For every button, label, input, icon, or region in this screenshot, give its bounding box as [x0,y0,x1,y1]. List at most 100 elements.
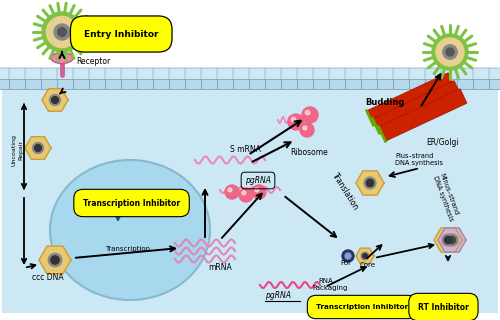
Text: Plus–strand
DNA synthesis: Plus–strand DNA synthesis [395,153,443,166]
Text: Entry Inhibitor: Entry Inhibitor [84,29,158,38]
FancyBboxPatch shape [106,79,122,90]
FancyBboxPatch shape [266,79,282,90]
Circle shape [51,256,59,264]
FancyBboxPatch shape [25,68,43,81]
Circle shape [50,94,60,106]
Circle shape [292,117,296,122]
Text: Translation: Translation [330,172,360,212]
FancyBboxPatch shape [169,68,187,81]
Circle shape [300,123,314,137]
Circle shape [46,16,78,48]
Circle shape [361,252,369,260]
FancyBboxPatch shape [457,68,475,81]
Text: mRNA: mRNA [208,263,232,272]
Circle shape [228,188,232,192]
FancyBboxPatch shape [394,79,410,90]
FancyBboxPatch shape [58,79,74,90]
FancyBboxPatch shape [73,68,91,81]
FancyBboxPatch shape [0,68,11,81]
Polygon shape [372,81,461,133]
Text: Core: Core [360,262,376,268]
FancyBboxPatch shape [329,68,347,81]
Text: Transcription Inhibitor: Transcription Inhibitor [316,304,408,310]
FancyBboxPatch shape [41,68,59,81]
Text: Budding: Budding [365,98,405,107]
Text: Transcription Inhibitor: Transcription Inhibitor [83,198,180,207]
FancyBboxPatch shape [185,68,203,81]
FancyBboxPatch shape [249,68,267,81]
FancyBboxPatch shape [10,79,26,90]
Text: Pol: Pol [340,260,350,266]
Circle shape [446,48,454,56]
FancyBboxPatch shape [362,79,378,90]
FancyBboxPatch shape [281,68,299,81]
FancyBboxPatch shape [474,79,490,90]
Circle shape [52,97,59,103]
Text: Repair: Repair [18,140,24,160]
Text: S mRNA: S mRNA [230,145,261,154]
FancyBboxPatch shape [122,79,138,90]
FancyBboxPatch shape [282,79,298,90]
Polygon shape [39,246,71,274]
Polygon shape [356,171,384,195]
Circle shape [345,253,351,259]
FancyBboxPatch shape [313,68,331,81]
Circle shape [448,236,456,244]
FancyBboxPatch shape [217,68,235,81]
FancyBboxPatch shape [361,68,379,81]
Ellipse shape [51,52,73,63]
FancyBboxPatch shape [137,68,155,81]
Circle shape [48,253,62,267]
Circle shape [444,236,452,244]
Polygon shape [378,89,467,141]
FancyBboxPatch shape [409,68,427,81]
Circle shape [366,180,374,187]
Circle shape [252,185,266,199]
Circle shape [432,34,468,70]
Text: Packaging: Packaging [312,285,348,291]
Text: Transcription: Transcription [105,246,150,252]
Circle shape [54,24,70,40]
Circle shape [442,234,454,246]
FancyBboxPatch shape [42,79,58,90]
Ellipse shape [50,160,210,300]
Circle shape [58,28,66,36]
FancyBboxPatch shape [9,68,27,81]
Text: ER/Golgi: ER/Golgi [426,138,458,147]
Text: pgRNA: pgRNA [265,291,291,300]
FancyBboxPatch shape [202,79,218,90]
FancyBboxPatch shape [234,79,250,90]
Text: pgRNA: pgRNA [245,176,271,185]
FancyBboxPatch shape [170,79,186,90]
Circle shape [225,185,239,199]
Circle shape [364,177,376,189]
Circle shape [34,145,42,151]
FancyBboxPatch shape [89,68,107,81]
FancyBboxPatch shape [489,68,500,81]
FancyBboxPatch shape [26,79,42,90]
Circle shape [362,254,368,258]
FancyBboxPatch shape [0,79,10,90]
FancyBboxPatch shape [233,68,251,81]
Polygon shape [438,228,466,252]
Circle shape [306,110,310,115]
FancyBboxPatch shape [265,68,283,81]
FancyBboxPatch shape [330,79,346,90]
Circle shape [42,12,82,52]
Text: Receptor: Receptor [76,57,110,66]
FancyBboxPatch shape [458,79,474,90]
Text: Minus–strand
DNA synthesis: Minus–strand DNA synthesis [432,172,460,222]
Circle shape [342,250,354,262]
FancyBboxPatch shape [218,79,234,90]
FancyBboxPatch shape [425,68,443,81]
Polygon shape [25,137,51,159]
FancyBboxPatch shape [378,79,394,90]
FancyBboxPatch shape [314,79,330,90]
Polygon shape [366,73,455,125]
Circle shape [303,126,307,130]
Text: RT Inhibitor: RT Inhibitor [418,302,469,311]
Circle shape [242,191,246,195]
Polygon shape [434,228,462,252]
FancyBboxPatch shape [346,79,362,90]
Text: RNA: RNA [318,278,333,284]
